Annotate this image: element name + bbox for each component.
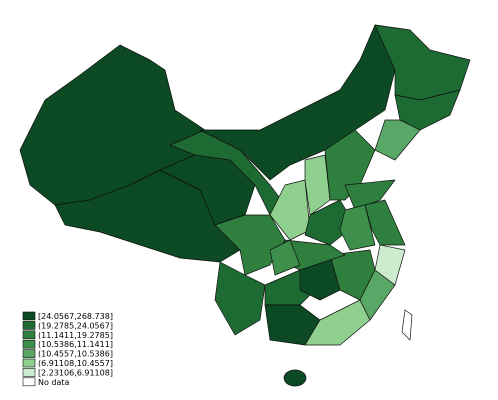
province-map xyxy=(19,24,471,387)
legend-label: No data xyxy=(38,378,70,387)
region xyxy=(304,154,331,216)
region xyxy=(344,179,396,211)
region xyxy=(339,204,376,251)
legend-label: (19.2785,24.0567] xyxy=(38,321,113,330)
legend-label: (10.5386,11.1411] xyxy=(38,340,113,349)
region xyxy=(401,309,413,341)
legend-swatch xyxy=(22,330,36,340)
region xyxy=(214,261,266,336)
region xyxy=(304,299,371,346)
region xyxy=(364,199,406,246)
legend-label: (10.4557,10.5386] xyxy=(38,350,113,359)
legend-swatch xyxy=(22,368,36,377)
legend-swatch xyxy=(22,321,36,330)
region xyxy=(374,119,421,161)
region xyxy=(283,369,307,387)
legend-swatch xyxy=(22,377,36,387)
region xyxy=(269,179,311,241)
region xyxy=(269,239,301,276)
legend-box xyxy=(20,308,112,386)
legend-swatch xyxy=(22,358,36,368)
legend-label: [24.0567,268.738] xyxy=(38,312,113,321)
legend-swatch xyxy=(22,349,36,358)
region xyxy=(374,244,406,286)
legend: [24.0567,268.738](19.2785,24.0567](11.14… xyxy=(22,311,113,387)
legend-label: (6.91108,10.4557] xyxy=(38,359,113,368)
legend-label: [2.23106,6.91108] xyxy=(38,368,113,377)
legend-swatch xyxy=(22,311,36,321)
legend-label: (11.1411,19.2785] xyxy=(38,331,113,340)
legend-swatch xyxy=(22,339,36,349)
